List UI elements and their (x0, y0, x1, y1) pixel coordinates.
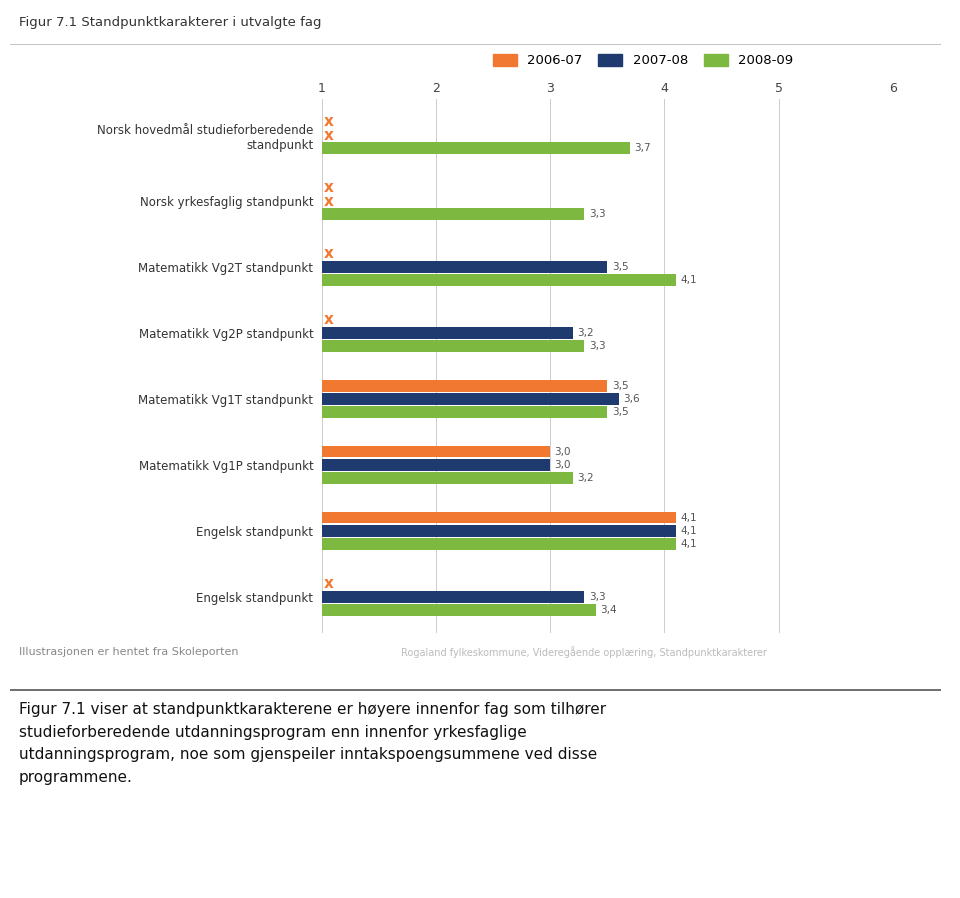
Text: 3,7: 3,7 (635, 144, 651, 154)
Text: 3,3: 3,3 (588, 341, 606, 351)
Text: 3,6: 3,6 (623, 394, 639, 404)
Text: 3,3: 3,3 (588, 592, 606, 602)
Bar (322, 538, 676, 550)
Text: Rogaland fylkeskommune, Videregående opplæring, Standpunktkarakterer: Rogaland fylkeskommune, Videregående opp… (400, 646, 767, 658)
Text: 4,1: 4,1 (681, 513, 697, 523)
Text: x: x (324, 114, 334, 129)
Bar (322, 525, 676, 537)
Text: x: x (324, 313, 334, 327)
Bar (322, 604, 596, 616)
Bar (322, 208, 585, 220)
Text: x: x (324, 194, 334, 208)
Text: Figur 7.1 viser at standpunktkarakterene er høyere innenfor fag som tilhører
stu: Figur 7.1 viser at standpunktkarakterene… (19, 701, 606, 785)
Text: x: x (324, 180, 334, 196)
Bar (322, 340, 585, 352)
Bar (322, 327, 573, 339)
Text: 3,5: 3,5 (612, 381, 629, 391)
Bar (322, 406, 608, 418)
Bar (322, 512, 676, 524)
Text: 3,5: 3,5 (612, 262, 629, 272)
Bar (322, 380, 608, 392)
Bar (322, 591, 585, 603)
Text: 3,4: 3,4 (600, 605, 617, 615)
Text: x: x (324, 577, 334, 591)
Text: 3,2: 3,2 (578, 328, 594, 338)
Text: 4,1: 4,1 (681, 526, 697, 536)
Bar (322, 459, 550, 471)
Text: 3,5: 3,5 (612, 407, 629, 417)
Text: 3,2: 3,2 (578, 473, 594, 483)
Bar (322, 446, 550, 457)
Bar (322, 143, 630, 154)
Text: 4,1: 4,1 (681, 275, 697, 286)
Text: Illustrasjonen er hentet fra Skoleporten: Illustrasjonen er hentet fra Skoleporten (19, 647, 238, 657)
Text: x: x (324, 246, 334, 261)
Text: x: x (324, 128, 334, 143)
Bar (322, 275, 676, 286)
Text: 3,0: 3,0 (555, 460, 571, 470)
Legend: 2006-07, 2007-08, 2008-09: 2006-07, 2007-08, 2008-09 (493, 54, 793, 67)
Bar (322, 393, 618, 405)
Bar (322, 261, 608, 273)
Text: 4,1: 4,1 (681, 539, 697, 549)
Bar (322, 472, 573, 484)
Text: 3,0: 3,0 (555, 446, 571, 457)
Text: Figur 7.1 Standpunktkarakterer i utvalgte fag: Figur 7.1 Standpunktkarakterer i utvalgt… (19, 16, 322, 29)
Text: 3,3: 3,3 (588, 209, 606, 219)
